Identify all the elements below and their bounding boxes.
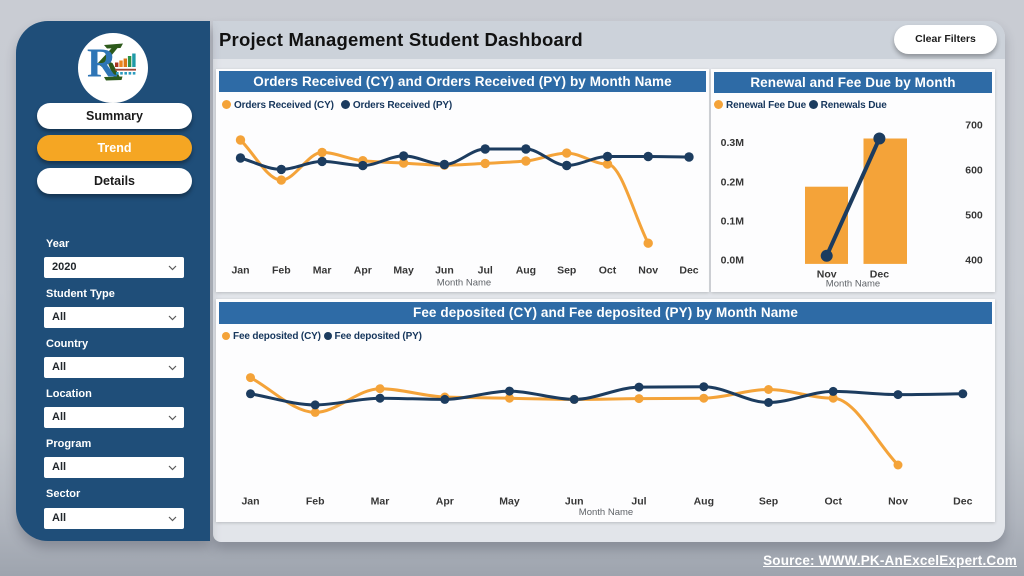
svg-text:Nov: Nov (888, 496, 908, 508)
svg-text:0.0M: 0.0M (721, 255, 745, 267)
svg-text:Oct: Oct (599, 265, 617, 277)
svg-text:500: 500 (965, 210, 983, 222)
svg-text:Dec: Dec (679, 265, 698, 277)
svg-text:Jan: Jan (231, 265, 249, 277)
svg-text:Jan: Jan (241, 496, 259, 508)
svg-text:Nov: Nov (817, 268, 837, 280)
svg-text:600: 600 (965, 165, 983, 177)
svg-text:0.1M: 0.1M (721, 215, 745, 227)
svg-text:Mar: Mar (371, 496, 390, 508)
svg-text:Dec: Dec (870, 268, 889, 280)
svg-text:Jun: Jun (435, 265, 454, 277)
svg-text:Aug: Aug (694, 496, 714, 508)
svg-text:Sep: Sep (557, 265, 576, 277)
svg-text:R: R (87, 40, 117, 86)
svg-text:Apr: Apr (354, 265, 372, 277)
svg-text:Jul: Jul (631, 496, 646, 508)
svg-text:0.2M: 0.2M (721, 176, 745, 188)
svg-text:Month Name: Month Name (826, 279, 880, 290)
svg-text:700: 700 (965, 120, 983, 132)
svg-text:Month Name: Month Name (579, 507, 633, 518)
svg-text:Mar: Mar (313, 265, 332, 277)
svg-text:Jul: Jul (478, 265, 493, 277)
svg-text:0.3M: 0.3M (721, 137, 745, 149)
svg-text:Nov: Nov (638, 265, 658, 277)
svg-text:Oct: Oct (824, 496, 842, 508)
svg-text:Month Name: Month Name (437, 278, 491, 289)
svg-text:May: May (393, 265, 414, 277)
svg-text:Dec: Dec (953, 496, 972, 508)
svg-text:Feb: Feb (306, 496, 325, 508)
svg-text:Jun: Jun (565, 496, 584, 508)
svg-text:400: 400 (965, 255, 983, 267)
svg-text:Feb: Feb (272, 265, 291, 277)
svg-text:Aug: Aug (516, 265, 536, 277)
svg-text:Apr: Apr (436, 496, 454, 508)
svg-text:May: May (499, 496, 520, 508)
svg-text:Sep: Sep (759, 496, 778, 508)
